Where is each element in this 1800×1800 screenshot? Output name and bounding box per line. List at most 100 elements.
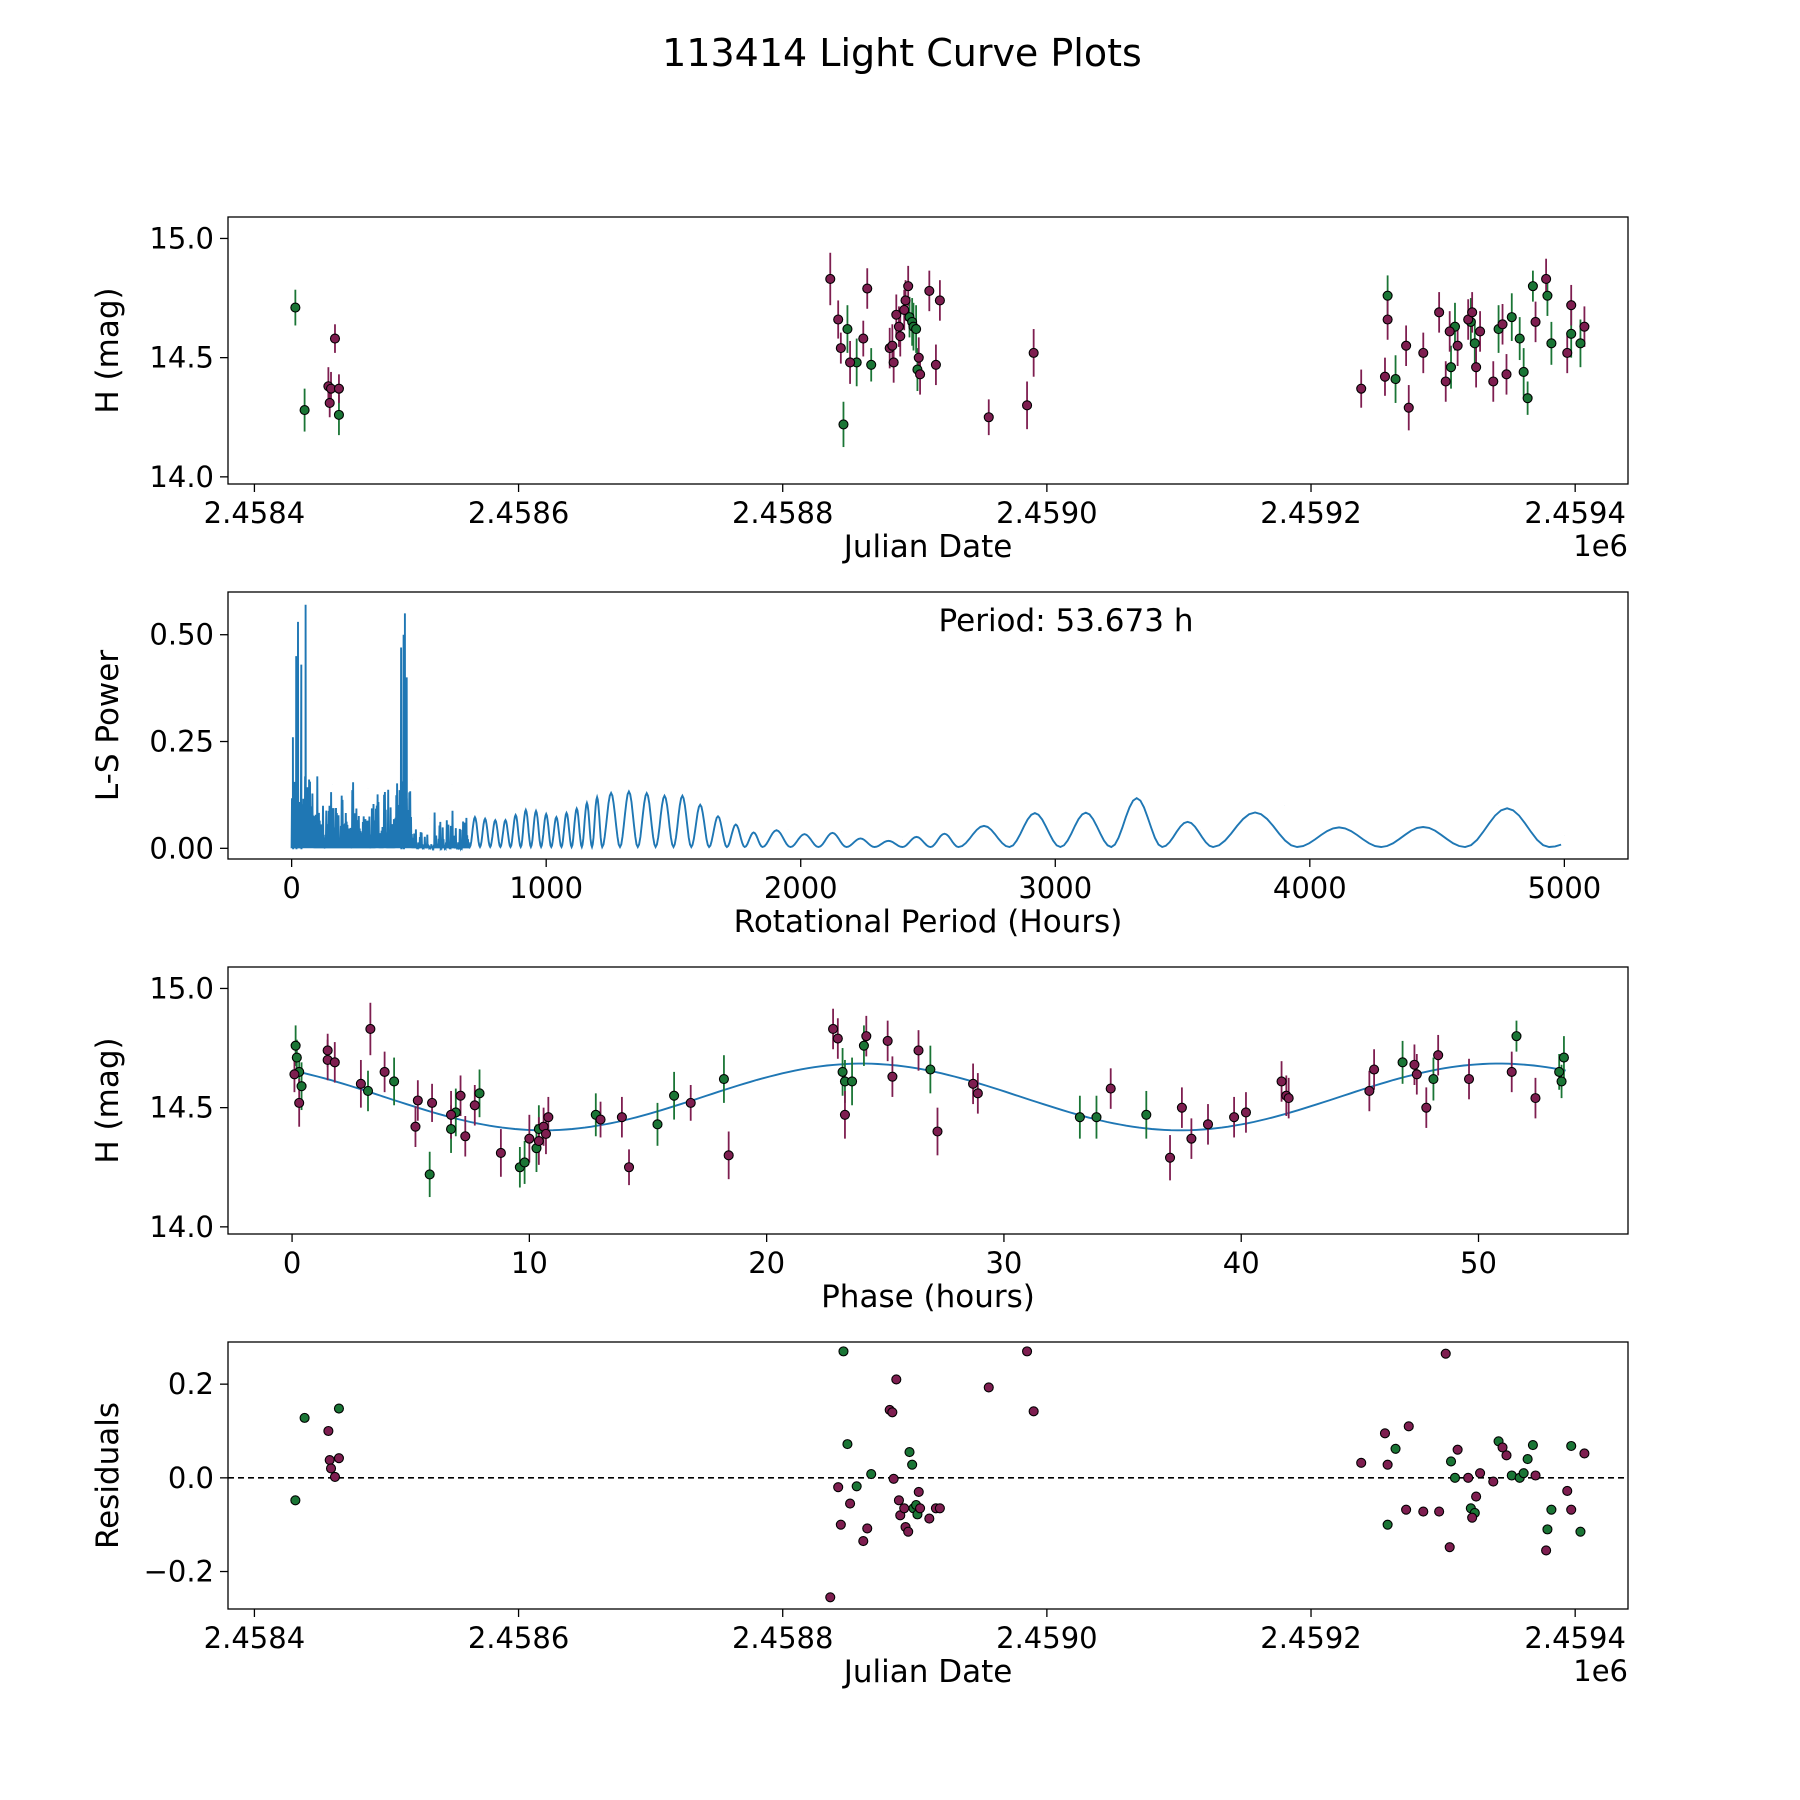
data-point-green [1542,290,1553,301]
data-point-maroon [685,1097,696,1108]
axes-frame [227,591,1629,860]
data-point-maroon [410,1121,421,1132]
data-point-maroon [1497,1442,1508,1453]
data-point-maroon [1401,340,1412,351]
data-point-maroon [524,1133,535,1144]
data-point-maroon [329,333,341,344]
x-tick-label: 5000 [1527,871,1601,905]
data-point-green [290,302,301,313]
data-point-maroon [1501,1450,1512,1461]
data-point-green [838,419,849,430]
y-axis-label: H (mag) [90,287,126,413]
data-point-maroon [858,333,869,344]
data-point-maroon [1176,1102,1187,1113]
y-axis-label: Residuals [90,1402,126,1549]
data-point-maroon [913,1045,924,1056]
data-point-green [842,1439,853,1450]
data-point-maroon [412,1095,423,1106]
data-point-green [904,1447,915,1458]
data-point-green [299,1412,310,1423]
data-point-maroon [1463,1472,1474,1483]
data-point-maroon [833,314,844,325]
data-point-green [1527,1440,1538,1451]
data-point-green [851,1481,862,1492]
data-point-green [1390,1443,1401,1454]
data-point-maroon [323,1425,334,1437]
x-tick-label: 50 [1460,1246,1497,1280]
data-point-maroon [365,1023,376,1035]
y-tick-label: −0.2 [144,1555,214,1589]
data-point-green [652,1119,663,1130]
figure-title: 113414 Light Curve Plots [662,31,1142,75]
data-point-maroon [968,1078,979,1089]
data-point-maroon [595,1114,606,1125]
data-point-green [1506,312,1517,323]
data-point-maroon [427,1097,438,1108]
data-point-green [1445,362,1457,373]
data-point-maroon [1471,362,1482,373]
data-point-maroon [934,295,945,306]
data-point-maroon [329,1471,341,1482]
data-point-maroon [1356,383,1367,394]
x-tick-label: 2.4594 [1524,496,1625,530]
data-point-green [519,1157,530,1168]
data-point-maroon [1488,376,1499,387]
data-point-maroon [1440,1348,1451,1359]
data-point-maroon [324,397,335,408]
data-point-green [866,359,877,370]
data-point-green [1522,393,1533,404]
x-tick-label: 0 [282,871,300,905]
data-point-maroon [1566,300,1577,311]
x-axis-label: Julian Date [842,529,1013,565]
data-point-maroon [540,1128,552,1139]
data-point-maroon [1105,1083,1116,1094]
data-point-maroon [623,1162,635,1173]
x-tick-label: 2.4594 [1524,1621,1625,1655]
data-point-maroon [1501,369,1512,380]
x-tick-label: 2.4584 [204,1621,305,1655]
data-point-maroon [845,1498,856,1509]
data-point-maroon [1530,1093,1541,1104]
x-tick-label: 2.4590 [996,496,1097,530]
data-point-maroon [895,331,906,342]
data-point-maroon [900,295,911,306]
data-point-green [1390,374,1401,385]
data-point-maroon [1186,1133,1197,1144]
data-point-maroon [1411,1069,1422,1080]
data-point-green [847,1076,858,1087]
data-point-green [837,1066,848,1077]
axes-frame [227,216,1629,485]
data-point-maroon [1364,1085,1375,1097]
data-point-green [925,1064,936,1075]
data-point-green [1382,1519,1393,1530]
data-point-maroon [1530,316,1541,327]
data-point-green [290,1040,301,1051]
data-point-green [1546,338,1557,349]
data-point-maroon [469,1100,480,1111]
data-point-maroon [495,1147,506,1158]
data-point-maroon [1164,1152,1176,1163]
x-tick-label: 10 [511,1246,548,1280]
data-point-maroon [446,1109,457,1120]
data-point-green [1575,338,1586,349]
y-tick-label: 14.0 [149,1210,214,1244]
data-point-maroon [833,1482,844,1493]
data-point-maroon [899,1503,910,1514]
axes-frame [227,966,1629,1235]
x-tick-label: 0 [283,1246,301,1280]
residuals-panel: 2.4584 2.4586 2.4588 2.4590 2.4592 2.4594 −0.2… [90,1341,1629,1690]
data-point-maroon [845,357,856,368]
data-point-maroon [294,1097,305,1108]
data-point-green [718,1073,729,1085]
x-tick-label: 3000 [1018,871,1092,905]
data-point-maroon [861,1031,872,1042]
x-tick-label: 40 [1223,1246,1260,1280]
data-point-maroon [1229,1112,1240,1123]
y-axis-label: L-S Power [90,650,126,801]
data-point-maroon [1452,340,1463,351]
data-point-maroon [1475,1468,1486,1479]
data-point-green [1074,1112,1085,1123]
data-point-maroon [1276,1076,1287,1087]
data-point-maroon [324,1454,335,1466]
y-tick-label: 15.0 [149,221,214,255]
